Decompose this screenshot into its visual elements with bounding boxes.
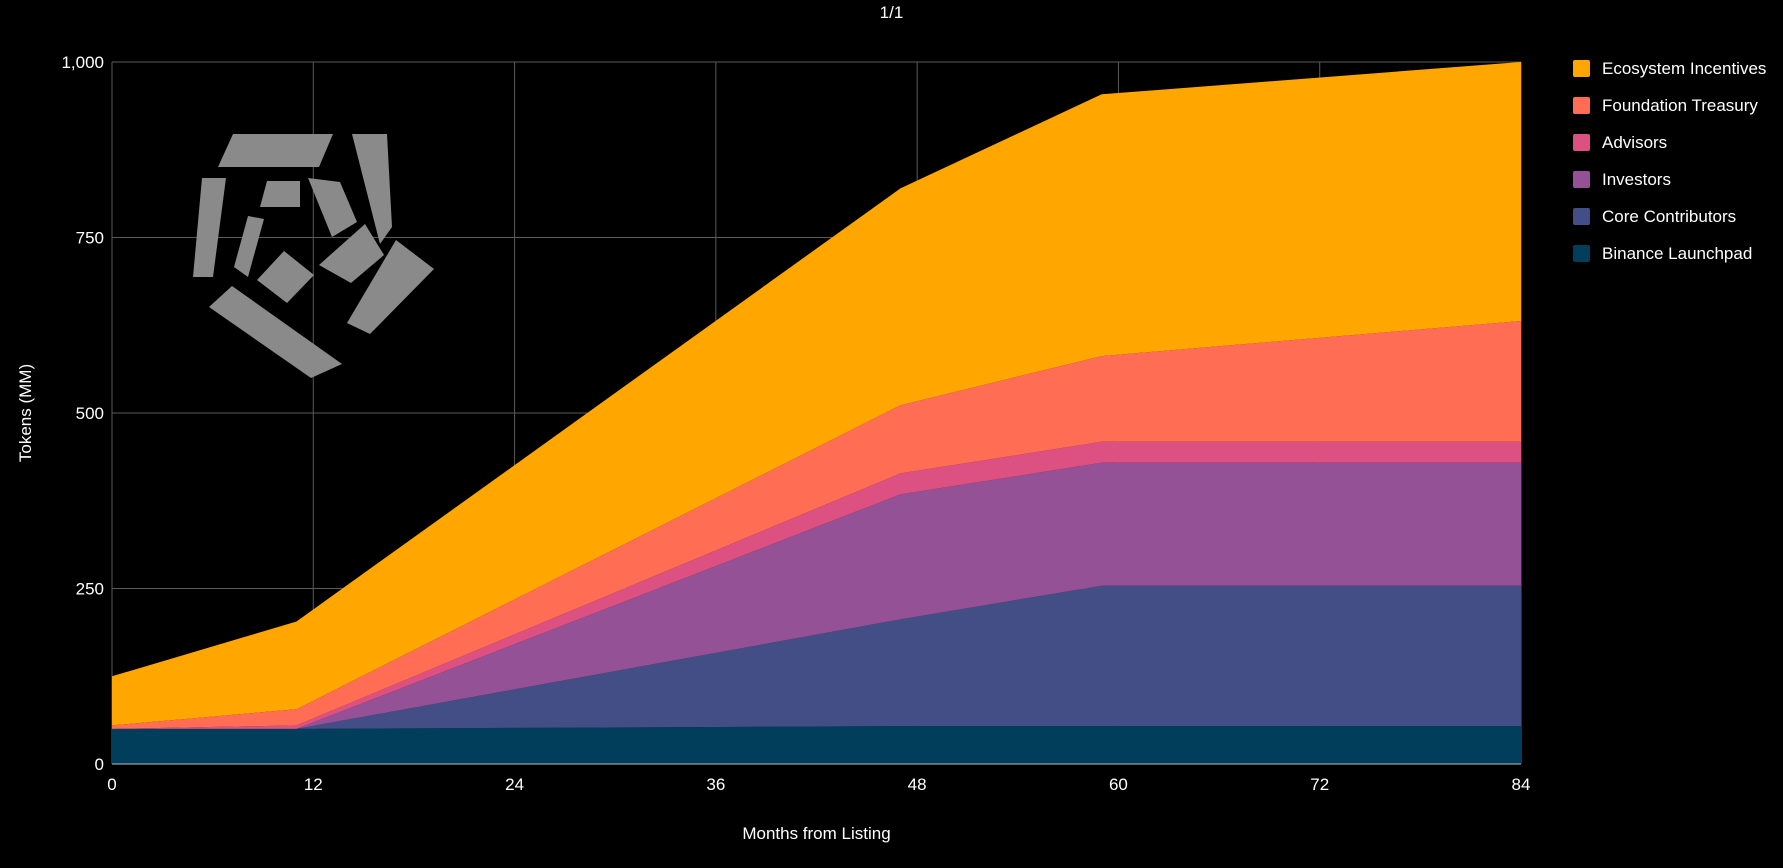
logo-segment xyxy=(347,240,434,334)
x-tick-label: 24 xyxy=(505,775,524,794)
legend-label: Foundation Treasury xyxy=(1602,95,1758,115)
legend-item[interactable]: Ecosystem Incentives xyxy=(1573,50,1766,87)
legend-swatch xyxy=(1573,171,1590,188)
logo-segment xyxy=(193,178,226,277)
area-advisors xyxy=(112,441,1521,729)
logo-segment xyxy=(319,224,384,283)
area-binance-launchpad xyxy=(112,726,1521,764)
logo-segment xyxy=(352,134,392,244)
logo-segment xyxy=(234,216,264,277)
legend-label: Ecosystem Incentives xyxy=(1602,58,1767,78)
x-tick-label: 48 xyxy=(908,775,927,794)
legend-swatch xyxy=(1573,245,1590,262)
legend-label: Advisors xyxy=(1602,132,1668,152)
legend-label: Investors xyxy=(1602,169,1671,189)
legend-label: Binance Launchpad xyxy=(1602,243,1753,263)
logo-segment xyxy=(257,251,314,303)
legend-item[interactable]: Binance Launchpad xyxy=(1573,235,1766,272)
y-tick-label: 0 xyxy=(95,755,104,774)
legend-swatch xyxy=(1573,60,1590,77)
pentagon-logo xyxy=(193,134,434,378)
area-core-contributors xyxy=(112,585,1521,729)
x-axis-title: Months from Listing xyxy=(742,824,890,843)
area-investors xyxy=(112,462,1521,729)
y-axis-title: Tokens (MM) xyxy=(16,364,35,462)
legend-swatch xyxy=(1573,208,1590,225)
legend-item[interactable]: Core Contributors xyxy=(1573,198,1766,235)
legend-label: Core Contributors xyxy=(1602,206,1737,226)
y-tick-label: 250 xyxy=(76,580,104,599)
legend-item[interactable]: Investors xyxy=(1573,161,1766,198)
legend: Ecosystem Incentives Foundation Treasury A… xyxy=(1573,50,1766,272)
x-tick-label: 60 xyxy=(1109,775,1128,794)
legend-item[interactable]: Foundation Treasury xyxy=(1573,87,1766,124)
legend-swatch xyxy=(1573,134,1590,151)
x-tick-label: 72 xyxy=(1310,775,1329,794)
y-tick-label: 750 xyxy=(76,229,104,248)
y-tick-label: 500 xyxy=(76,404,104,423)
logo-segment xyxy=(209,286,342,378)
legend-swatch xyxy=(1573,97,1590,114)
area-ecosystem-incentives xyxy=(112,62,1521,726)
logo-segment xyxy=(308,178,357,237)
x-tick-label: 0 xyxy=(107,775,116,794)
x-tick-label: 12 xyxy=(304,775,323,794)
area-series-group xyxy=(112,62,1521,764)
logo-segment xyxy=(218,134,333,167)
x-tick-label: 36 xyxy=(706,775,725,794)
x-tick-label: 84 xyxy=(1512,775,1531,794)
logo-segment xyxy=(260,181,300,207)
area-foundation-treasury xyxy=(112,321,1521,729)
legend-item[interactable]: Advisors xyxy=(1573,124,1766,161)
y-tick-label: 1,000 xyxy=(61,53,104,72)
page-indicator: 1/1 xyxy=(879,3,904,22)
axes: 0 250 500 750 1,000 0 12 24 36 48 60 72 84 Months fro… xyxy=(16,53,1530,843)
